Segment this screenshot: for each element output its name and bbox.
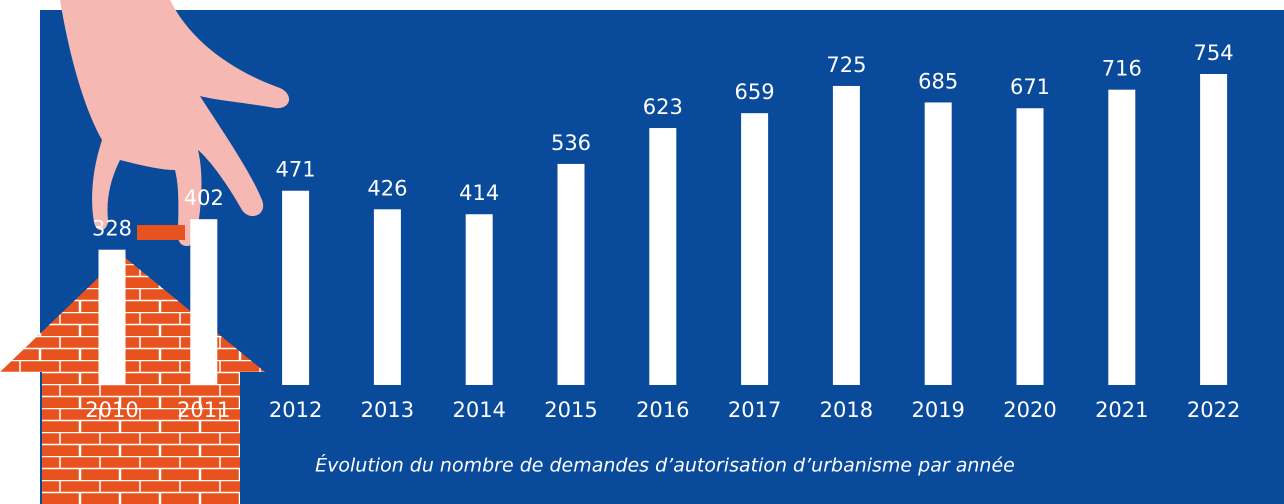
bar [1017,108,1044,385]
x-tick-label: 2012 [269,398,322,422]
value-label: 471 [276,158,316,182]
x-tick-label: 2018 [820,398,873,422]
bar [190,219,217,385]
bar [99,250,126,385]
bar [925,102,952,385]
value-label: 685 [918,69,958,93]
x-tick-label: 2021 [1095,398,1148,422]
x-tick-label: 2022 [1187,398,1240,422]
caption: Évolution du nombre de demandes d’autori… [315,454,1015,477]
bar [558,164,585,385]
value-label: 536 [551,131,591,155]
x-tick-label: 2020 [1003,398,1056,422]
bar [649,128,676,385]
bar [833,86,860,385]
value-label: 725 [826,53,866,77]
value-label: 402 [184,186,224,210]
x-tick-label: 2013 [361,398,414,422]
x-tick-label: 2011 [177,398,230,422]
decoration-brick [137,225,185,240]
value-label: 754 [1194,41,1234,65]
x-tick-label: 2015 [544,398,597,422]
bar [741,113,768,385]
value-label: 671 [1010,75,1050,99]
value-label: 659 [735,80,775,104]
value-label: 426 [367,176,407,200]
x-tick-label: 2019 [911,398,964,422]
bar [282,191,309,385]
x-tick-label: 2014 [452,398,505,422]
bar [1200,74,1227,385]
bar [1108,90,1135,385]
chart: Évolution du nombre de demandes d’autori… [0,0,1284,504]
bar [466,214,493,385]
x-tick-label: 2010 [85,398,138,422]
x-tick-label: 2016 [636,398,689,422]
x-tick-label: 2017 [728,398,781,422]
value-label: 414 [459,181,499,205]
value-label: 328 [92,217,132,241]
bar [374,209,401,385]
value-label: 623 [643,95,683,119]
value-label: 716 [1102,57,1142,81]
